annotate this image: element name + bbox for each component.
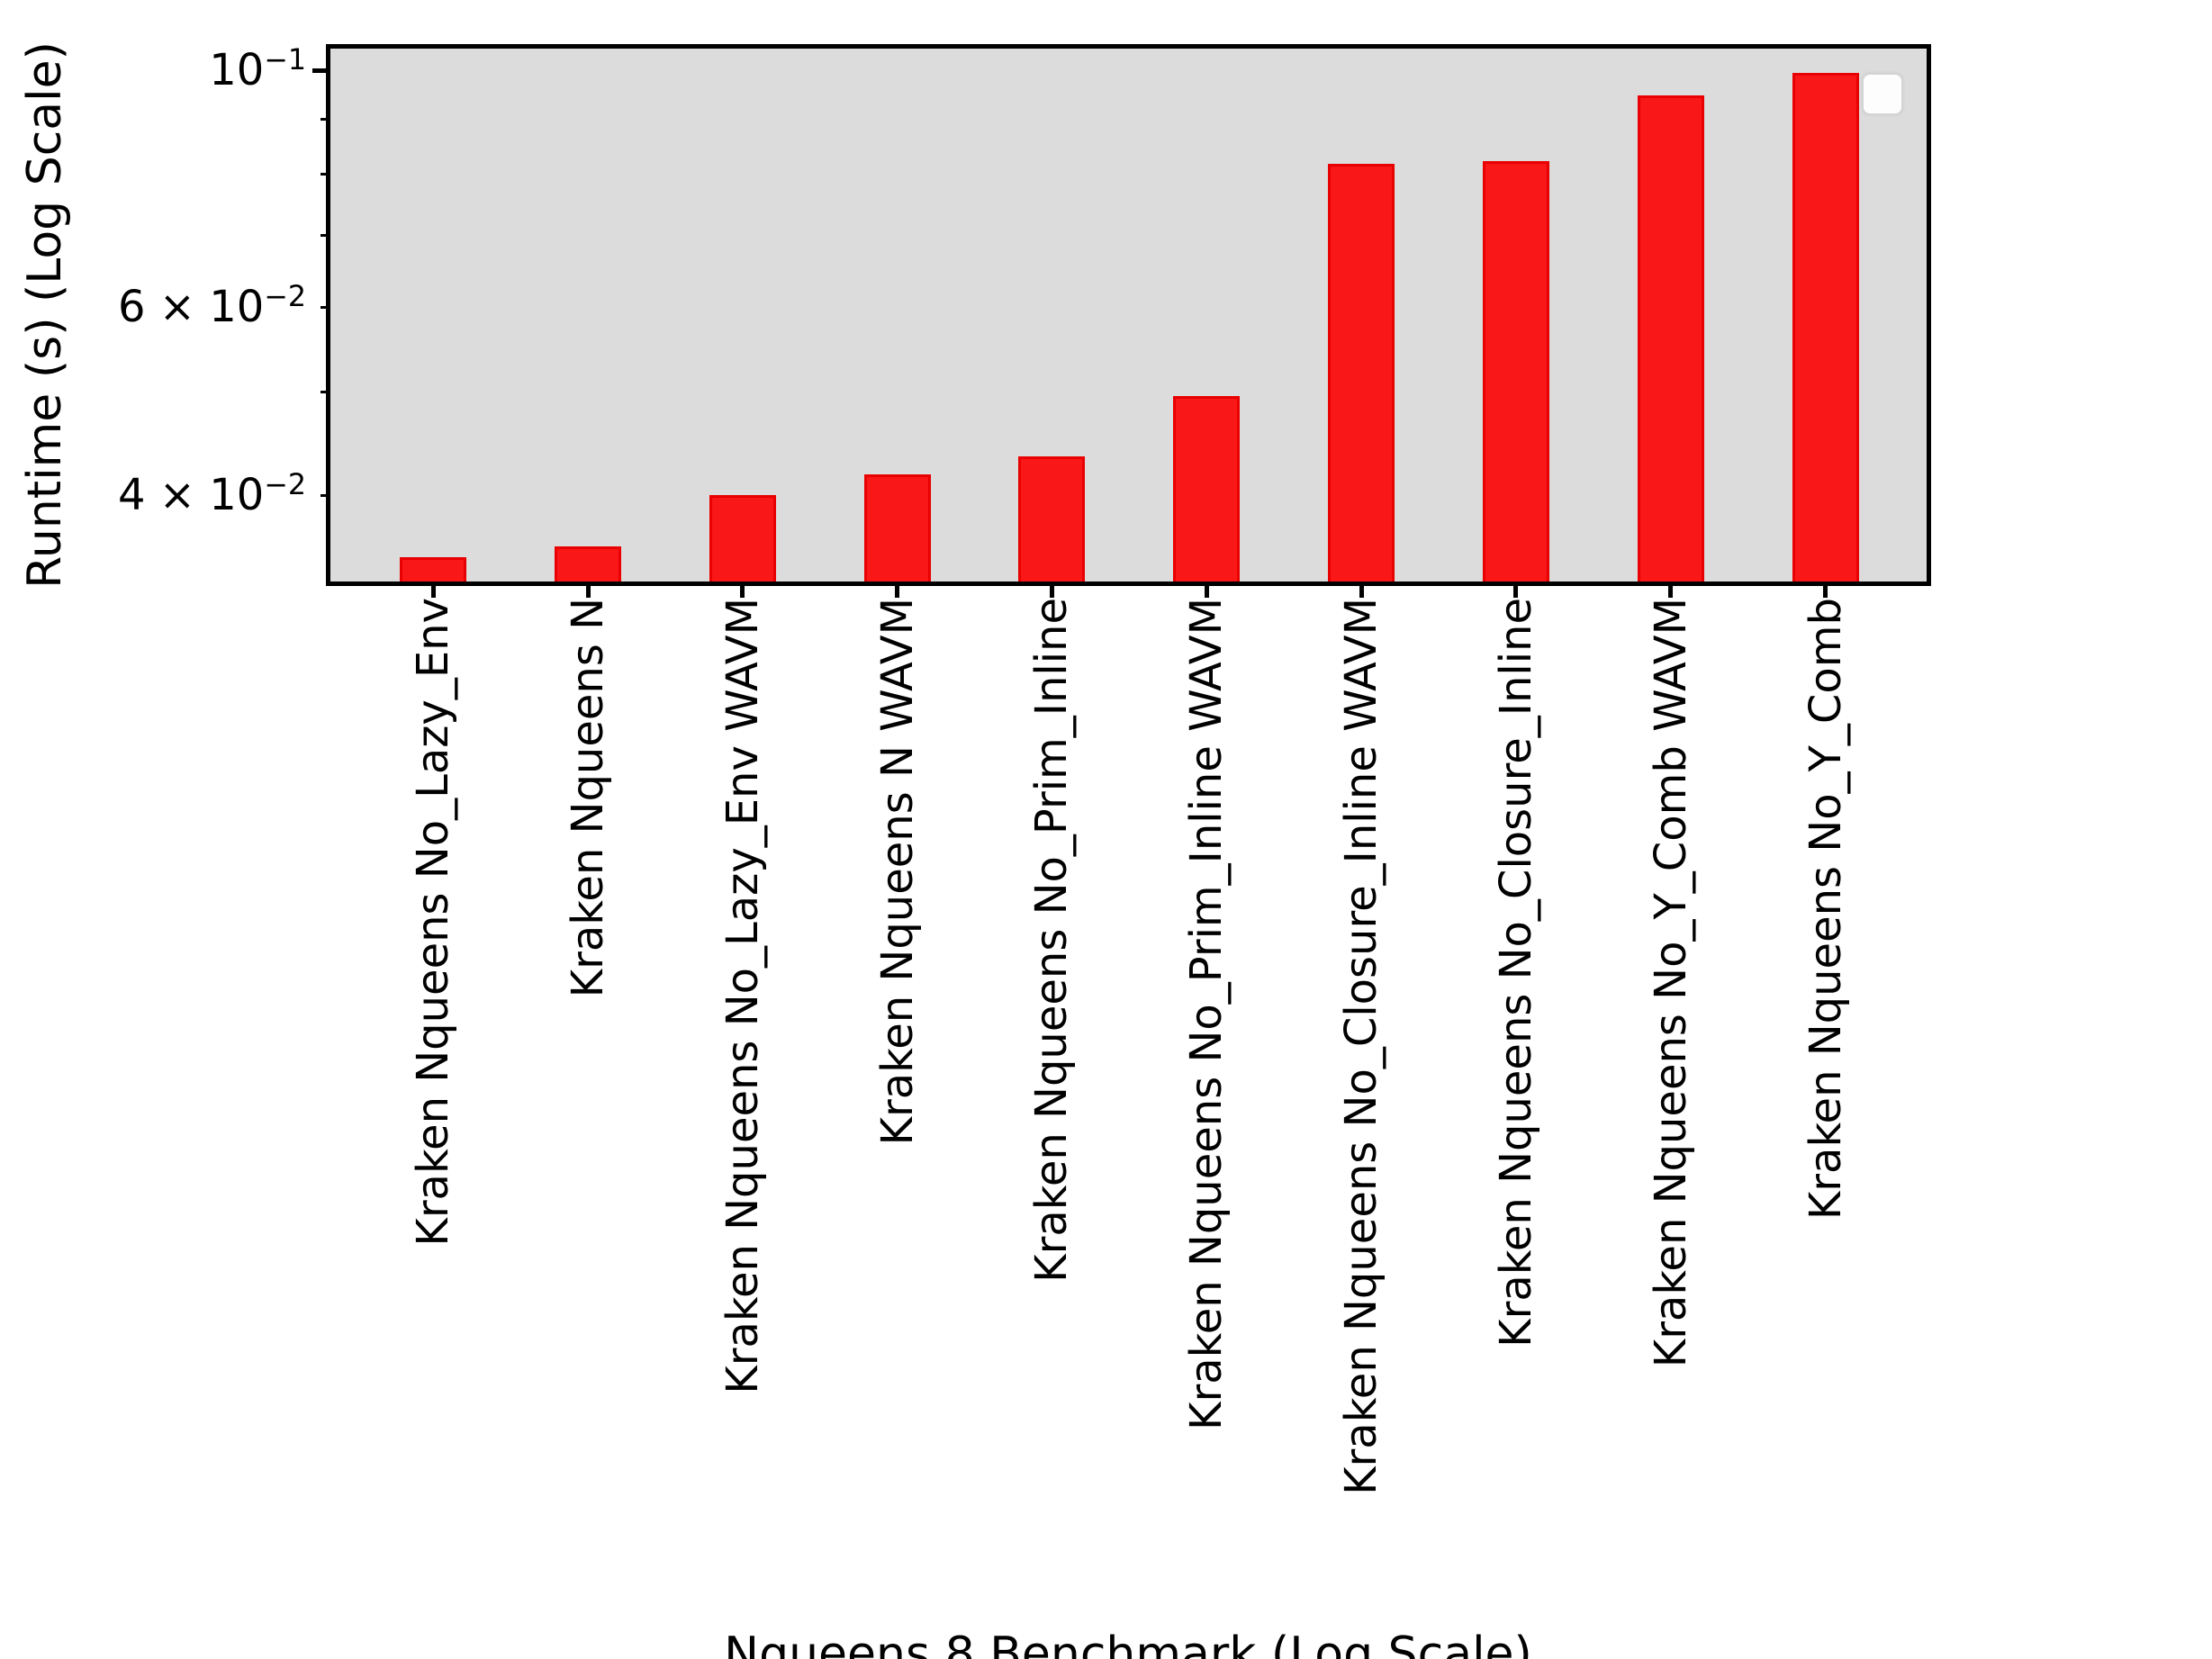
y-tick: [321, 390, 330, 393]
x-tick-label: Kraken Nqueens No_Y_Comb: [1800, 598, 1851, 1221]
bar: [1173, 396, 1241, 584]
bar: [400, 556, 467, 584]
x-tick-label: Kraken Nqueens No_Closure_Inline: [1490, 598, 1541, 1348]
x-tick: [740, 586, 745, 598]
x-tick-label: Kraken Nqueens N WAVM: [871, 598, 923, 1146]
legend-box: [1862, 73, 1903, 115]
x-tick-label: Kraken Nqueens No_Prim_Inline: [1026, 598, 1078, 1283]
y-tick: [321, 305, 330, 309]
x-tick: [430, 586, 436, 598]
bar: [1018, 455, 1086, 584]
y-tick-label: 10−1: [209, 44, 306, 96]
bar: [1482, 161, 1549, 584]
bar: [709, 495, 776, 584]
x-tick-label: Kraken Nqueens No_Lazy_Env: [408, 598, 459, 1247]
x-tick: [1204, 586, 1209, 598]
x-tick: [1049, 586, 1054, 598]
bar: [555, 546, 621, 584]
x-tick-label: Kraken Nqueens No_Prim_Inline WAVM: [1181, 598, 1232, 1430]
bar: [1328, 164, 1395, 584]
x-tick: [895, 586, 900, 598]
y-tick: [321, 234, 330, 238]
x-tick-label: Kraken Nqueens N: [563, 598, 614, 998]
bar: [1792, 72, 1859, 584]
x-tick-label: Kraken Nqueens No_Y_Comb WAVM: [1645, 598, 1696, 1368]
y-tick: [321, 172, 330, 176]
x-tick: [1513, 586, 1519, 598]
x-tick: [1359, 586, 1364, 598]
x-tick-label: Kraken Nqueens No_Closure_Inline WAVM: [1336, 598, 1387, 1495]
y-axis-label: Runtime (s) (Log Scale): [18, 41, 72, 589]
x-tick: [1668, 586, 1674, 598]
x-tick-label: Kraken Nqueens No_Lazy_Env WAVM: [717, 598, 768, 1394]
x-tick: [1823, 586, 1828, 598]
bar: [1637, 95, 1704, 584]
bar: [863, 474, 931, 584]
x-tick: [585, 586, 591, 598]
y-tick: [312, 68, 330, 73]
y-tick: [321, 117, 330, 121]
x-axis-label: Nqueens 8 Benchmark (Log Scale): [724, 1627, 1532, 1659]
y-tick: [321, 493, 330, 497]
y-tick-label: 4 × 10−2: [117, 469, 306, 521]
y-tick-label: 6 × 10−2: [117, 281, 306, 333]
